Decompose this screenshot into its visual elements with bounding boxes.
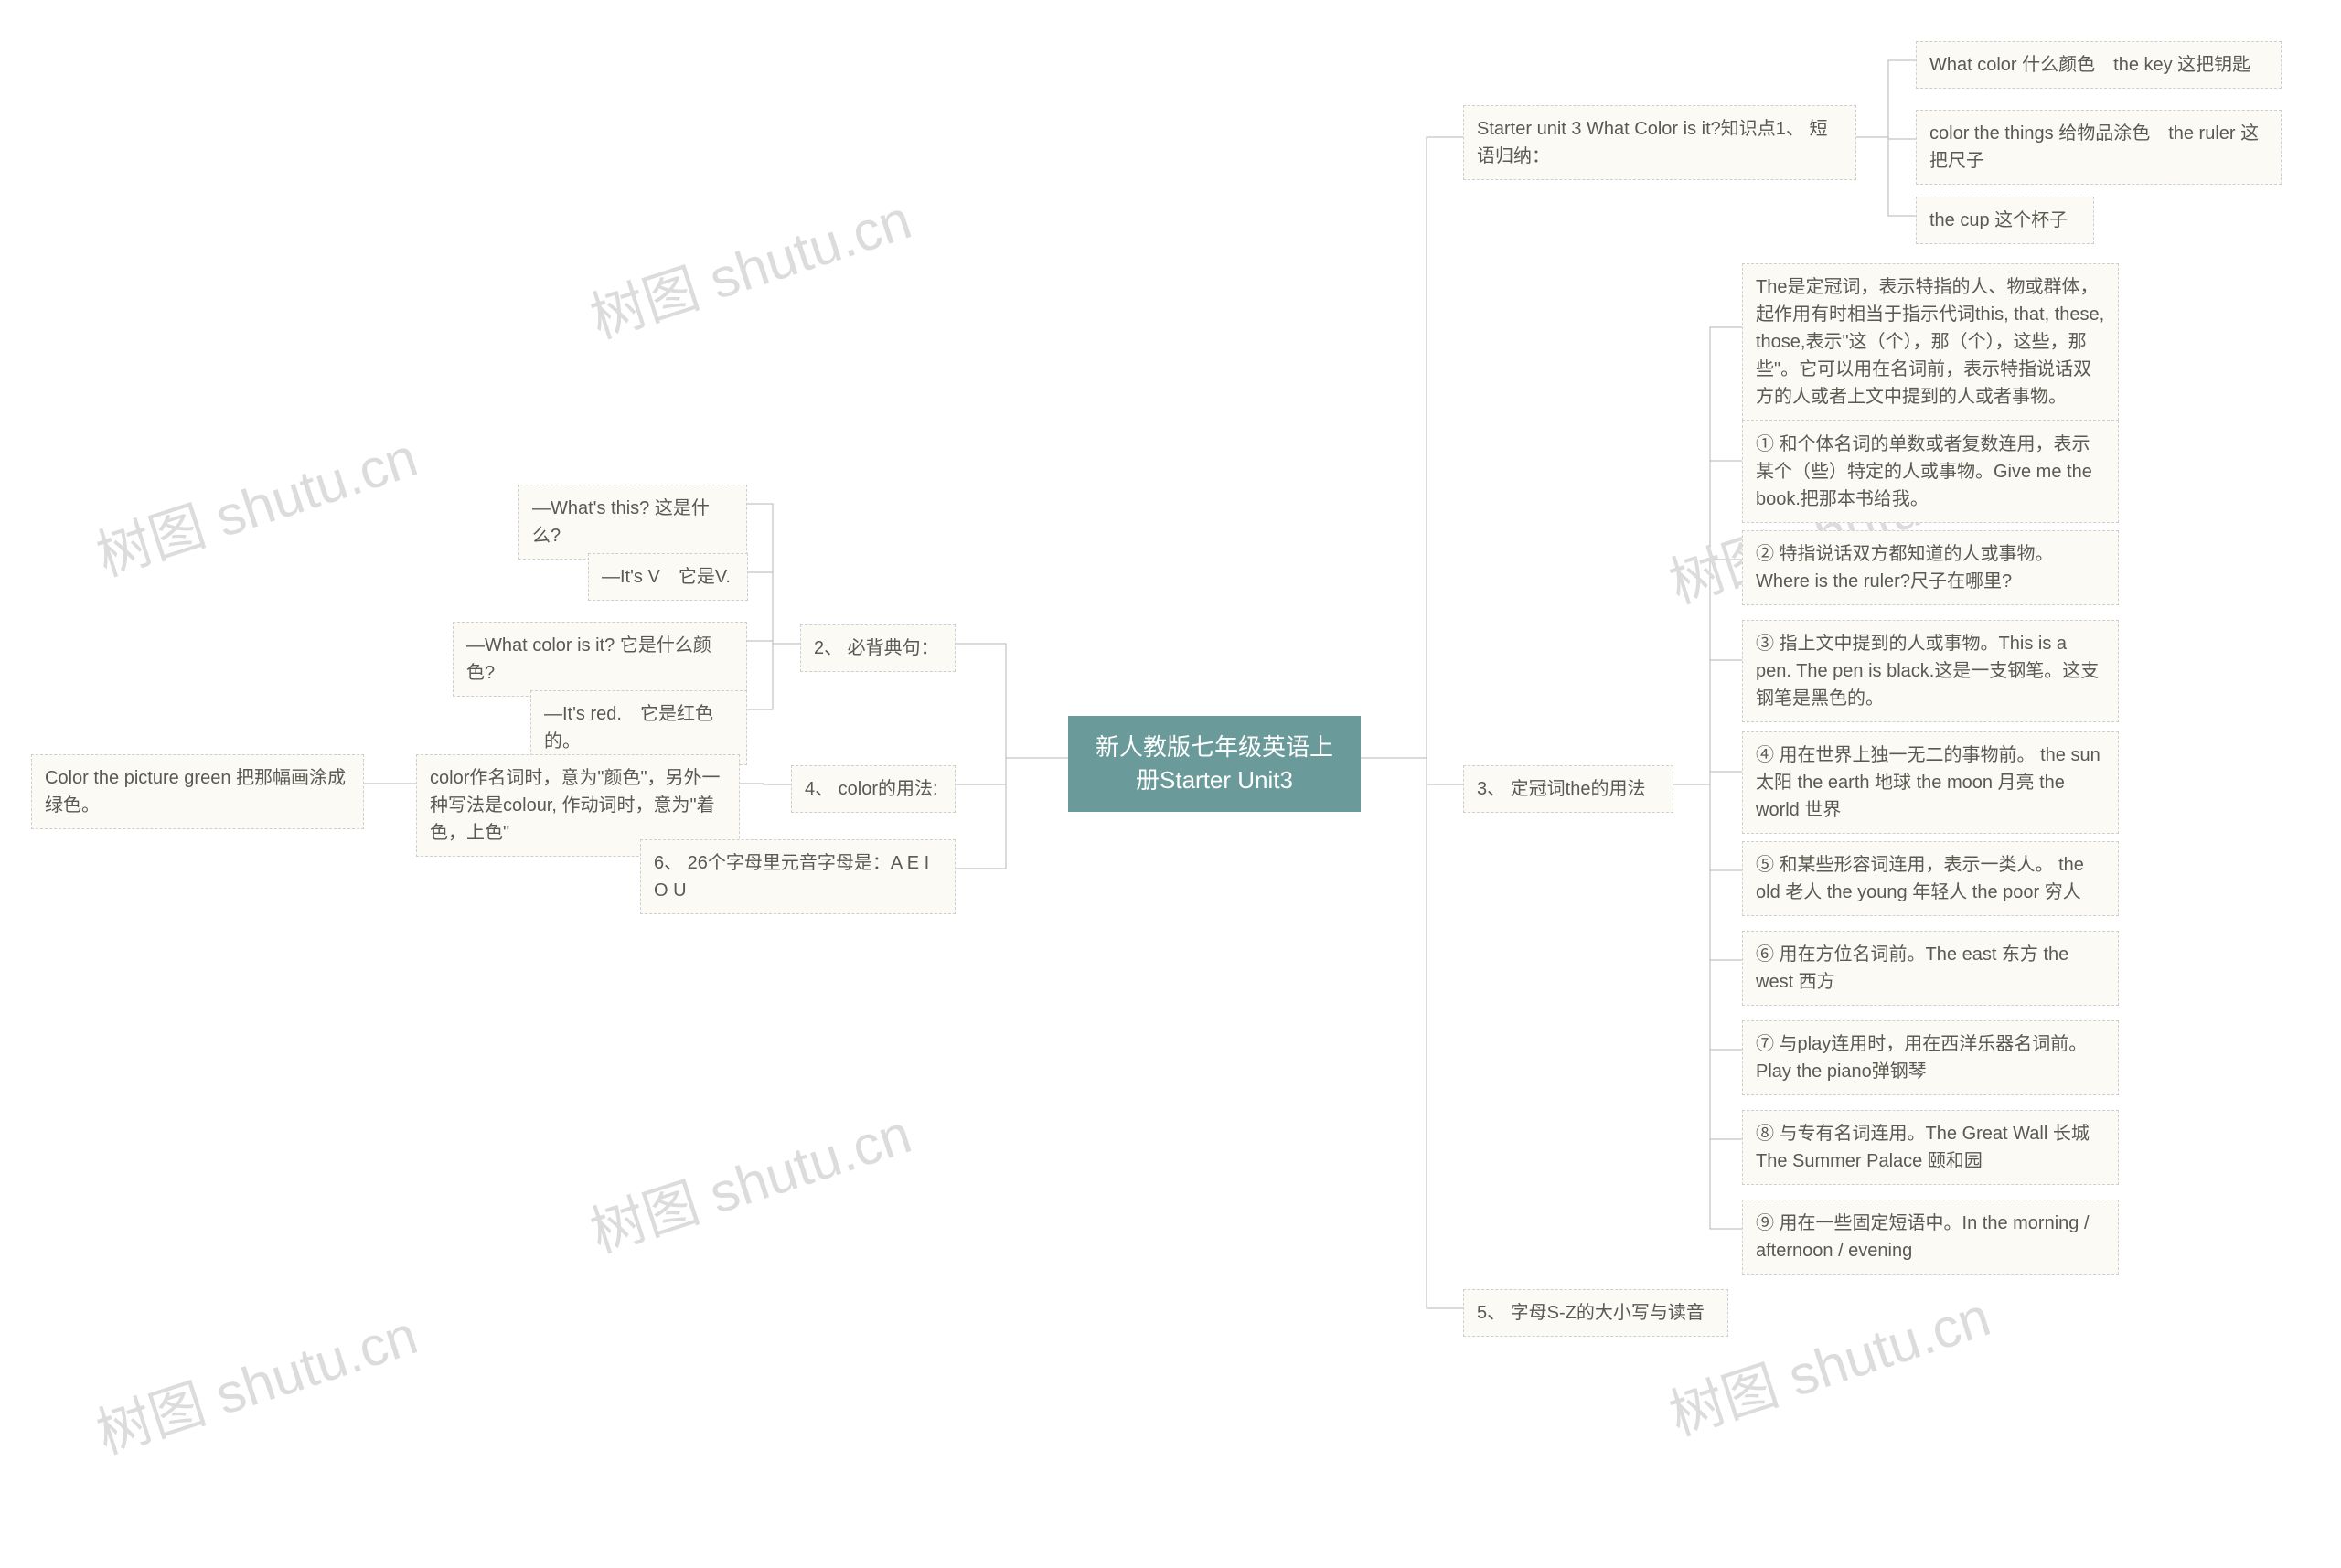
- leaf-3c: ② 特指说话双方都知道的人或事物。Where is the ruler?尺子在哪…: [1742, 530, 2119, 605]
- watermark: 树图 shutu.cn: [85, 413, 426, 592]
- branch-1: Starter unit 3 What Color is it?知识点1、 短语…: [1463, 105, 1856, 180]
- leaf-1b: color the things 给物品涂色 the ruler 这把尺子: [1916, 110, 2282, 185]
- branch-6: 6、 26个字母里元音字母是：A E I O U: [640, 839, 956, 914]
- branch-3: 3、 定冠词the的用法: [1463, 765, 1673, 813]
- leaf-2b: —It's V 它是V.: [588, 553, 748, 601]
- leaf-3g: ⑥ 用在方位名词前。The east 东方 the west 西方: [1742, 931, 2119, 1006]
- leaf-3j: ⑨ 用在一些固定短语中。In the morning / afternoon /…: [1742, 1200, 2119, 1275]
- watermark: 树图 shutu.cn: [579, 176, 920, 354]
- leaf-4b: Color the picture green 把那幅画涂成绿色。: [31, 754, 364, 829]
- mindmap-root: 新人教版七年级英语上册Starter Unit3: [1068, 716, 1361, 812]
- leaf-3f: ⑤ 和某些形容词连用，表示一类人。 the old 老人 the young 年…: [1742, 841, 2119, 916]
- leaf-3b: ① 和个体名词的单数或者复数连用，表示某个（些）特定的人或事物。Give me …: [1742, 421, 2119, 523]
- leaf-2a: —What's this? 这是什么?: [518, 485, 747, 560]
- leaf-2c: —What color is it? 它是什么颜色?: [453, 622, 747, 697]
- branch-2: 2、 必背典句：: [800, 624, 956, 672]
- leaf-3e: ④ 用在世界上独一无二的事物前。 the sun 太阳 the earth 地球…: [1742, 731, 2119, 834]
- leaf-1a: What color 什么颜色 the key 这把钥匙: [1916, 41, 2282, 89]
- branch-5: 5、 字母S-Z的大小写与读音: [1463, 1289, 1728, 1337]
- branch-4: 4、 color的用法:: [791, 765, 956, 813]
- leaf-3i: ⑧ 与专有名词连用。The Great Wall 长城 The Summer P…: [1742, 1110, 2119, 1185]
- watermark: 树图 shutu.cn: [579, 1090, 920, 1268]
- leaf-3d: ③ 指上文中提到的人或事物。This is a pen. The pen is …: [1742, 620, 2119, 722]
- leaf-3h: ⑦ 与play连用时，用在西洋乐器名词前。Play the piano弹钢琴: [1742, 1020, 2119, 1095]
- watermark: 树图 shutu.cn: [85, 1291, 426, 1469]
- leaf-1c: the cup 这个杯子: [1916, 197, 2094, 244]
- leaf-3a: The是定冠词，表示特指的人、物或群体，起作用有时相当于指示代词this, th…: [1742, 263, 2119, 421]
